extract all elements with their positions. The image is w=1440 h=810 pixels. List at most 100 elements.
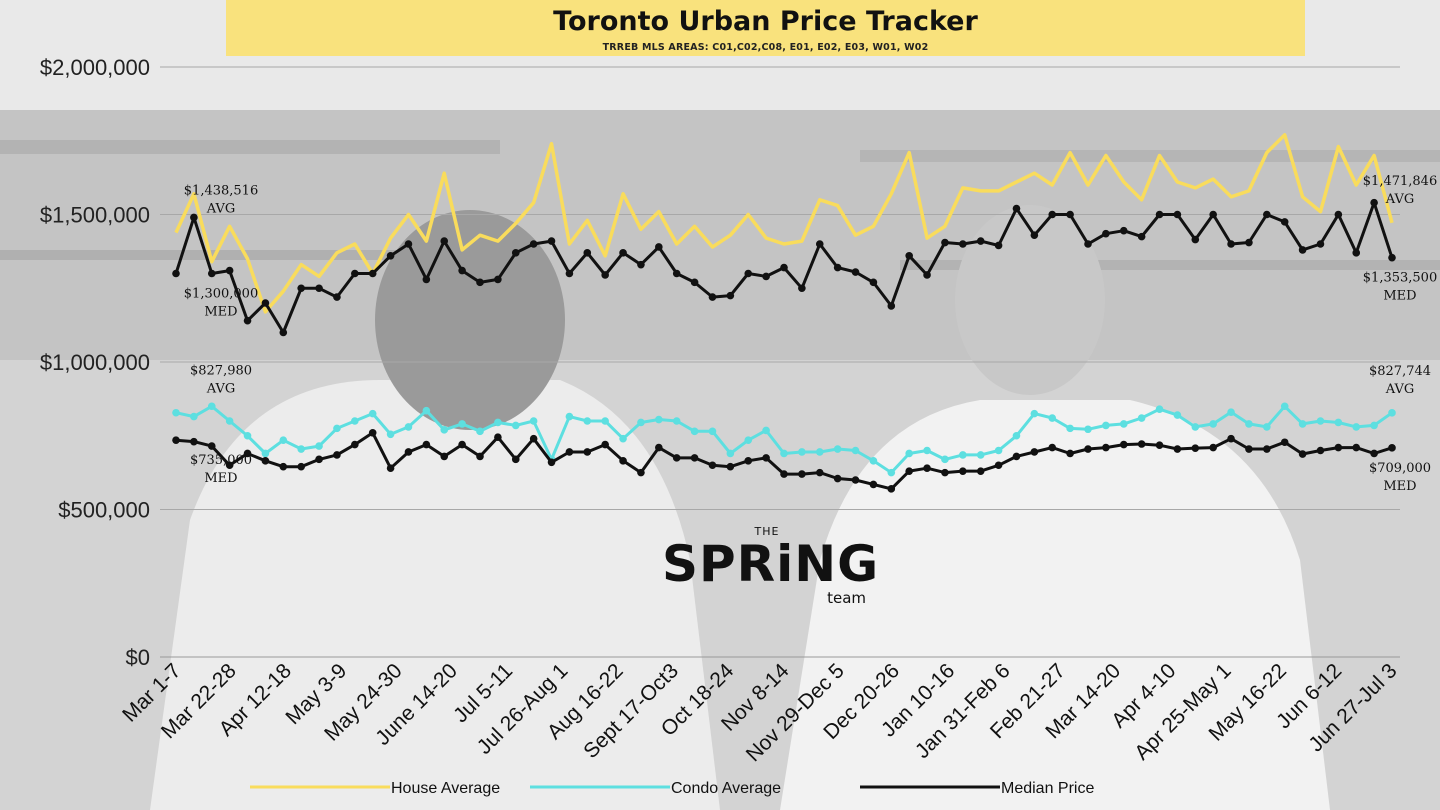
data-point: [351, 417, 359, 425]
annotations: $1,438,516AVG$1,471,846AVG$1,300,000MED$…: [184, 174, 1437, 494]
data-point: [207, 402, 216, 411]
legend-label: Condo Average: [671, 780, 781, 797]
data-point: [744, 457, 753, 465]
data-point: [1227, 434, 1235, 443]
logo-sub-text: team: [827, 589, 866, 607]
data-point: [672, 269, 681, 278]
data-point: [959, 240, 967, 248]
data-point: [172, 436, 180, 444]
data-point: [1209, 443, 1217, 452]
data-point: [780, 263, 788, 272]
data-point: [798, 470, 806, 478]
data-point: [601, 417, 609, 425]
data-point: [529, 240, 538, 248]
data-point: [851, 476, 860, 484]
data-point: [1173, 445, 1182, 453]
data-label-value: $827,744: [1369, 364, 1431, 379]
data-point: [1388, 253, 1396, 262]
data-point: [1316, 417, 1325, 425]
data-point: [1227, 240, 1235, 248]
x-tick-label: Apr 25-May 1: [1130, 659, 1235, 764]
data-point: [511, 455, 520, 464]
data-point: [458, 266, 466, 275]
data-point: [1263, 445, 1271, 453]
data-point: [1155, 441, 1164, 449]
data-point: [1280, 402, 1289, 411]
data-point: [655, 243, 663, 251]
data-point: [619, 434, 627, 443]
data-point: [368, 409, 377, 418]
data-point: [762, 454, 770, 462]
data-point: [959, 467, 967, 475]
series-line-house-average: [174, 133, 1394, 314]
data-point: [1245, 445, 1253, 453]
data-point: [923, 271, 931, 279]
data-point: [833, 445, 842, 453]
data-point: [869, 278, 878, 287]
data-point: [386, 252, 395, 260]
data-point: [941, 468, 949, 477]
data-point: [869, 480, 878, 489]
y-axis: $0 $500,000 $1,000,000 $1,500,000 $2,000,000: [40, 55, 150, 670]
data-point: [243, 449, 252, 458]
y-tick-label: $2,000,000: [40, 55, 150, 80]
data-point: [905, 467, 913, 475]
data-point: [637, 260, 645, 269]
y-tick-label: $1,000,000: [40, 350, 150, 375]
data-point: [583, 417, 592, 425]
data-point: [1173, 411, 1182, 419]
data-label-tag: AVG: [206, 202, 236, 217]
data-point: [655, 443, 663, 452]
data-point: [1191, 423, 1200, 431]
data-point: [1280, 438, 1289, 447]
data-point: [1119, 226, 1128, 235]
data-point: [494, 418, 502, 427]
data-point: [547, 458, 556, 467]
data-point: [672, 454, 681, 462]
data-label: $1,353,500 MED: [1363, 271, 1437, 304]
data-point: [1084, 240, 1092, 248]
data-label-value: $1,353,500: [1363, 271, 1437, 286]
data-point: [923, 446, 931, 455]
data-point: [315, 442, 323, 450]
data-point: [1048, 210, 1057, 219]
title-banner: Toronto Urban Price Tracker TRREB MLS AR…: [226, 0, 1305, 56]
data-point: [708, 461, 717, 470]
data-point: [386, 430, 395, 439]
data-point: [565, 269, 574, 278]
data-point: [851, 268, 860, 276]
data-point: [637, 468, 645, 477]
data-point: [815, 448, 824, 456]
data-point: [762, 272, 770, 281]
data-point: [780, 470, 788, 478]
data-point: [1102, 443, 1110, 452]
data-label: $709,000 MED: [1369, 461, 1431, 494]
data-point: [1012, 204, 1021, 213]
series-lines: [172, 133, 1396, 493]
data-point: [511, 421, 520, 430]
data-point: [440, 426, 449, 434]
data-point: [1030, 231, 1039, 239]
spring-team-logo: THE SPRiNG team: [662, 526, 878, 607]
data-point: [744, 269, 753, 278]
data-label: $827,980 AVG: [190, 364, 252, 397]
data-point: [351, 269, 359, 278]
data-point: [690, 278, 699, 287]
data-point: [1316, 240, 1325, 248]
data-point: [476, 427, 484, 436]
data-point: [243, 316, 252, 325]
data-point: [190, 437, 198, 446]
series-line-median-price: [175, 431, 1393, 491]
data-point: [1084, 445, 1092, 453]
data-point: [207, 269, 216, 278]
data-point: [1298, 450, 1307, 458]
data-point: [351, 440, 359, 449]
data-point: [637, 418, 645, 427]
data-point: [190, 213, 198, 222]
data-point: [315, 455, 323, 464]
data-point: [1048, 443, 1057, 452]
data-point: [655, 415, 663, 424]
data-label-value: $1,438,516: [184, 184, 258, 199]
data-point: [1155, 210, 1164, 219]
